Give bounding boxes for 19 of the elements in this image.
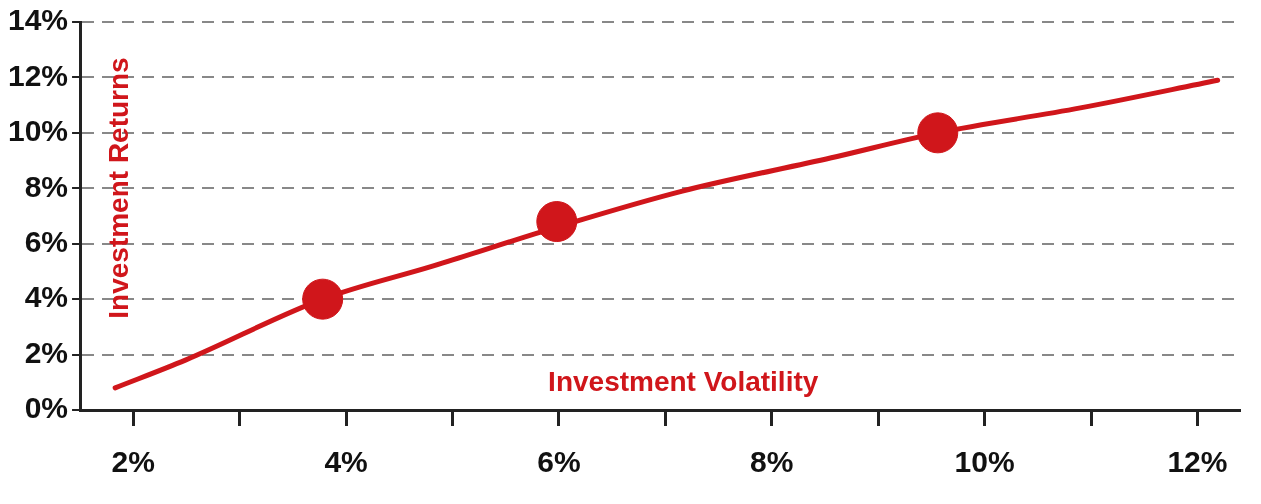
y-tick-label: 4%	[24, 280, 69, 314]
x-tick-label: 10%	[954, 445, 1015, 479]
y-axis-title: Investment Returns	[102, 57, 134, 319]
x-tick-label: 6%	[537, 445, 581, 479]
x-tick-label: 2%	[111, 445, 155, 479]
y-tick-label: 10%	[8, 114, 69, 148]
point	[302, 278, 344, 320]
x-axis-title: Investment Volatility	[548, 365, 819, 397]
y-tick-label: 14%	[8, 3, 69, 37]
y-tick-label: 0%	[24, 391, 69, 425]
x-tick-label: 12%	[1167, 445, 1228, 479]
point	[917, 112, 959, 154]
y-tick-label: 12%	[8, 58, 69, 92]
x-tick-label: 8%	[750, 445, 794, 479]
y-tick-label: 8%	[24, 169, 69, 203]
x-tick-label: 4%	[324, 445, 368, 479]
point	[536, 201, 578, 243]
y-tick-label: 2%	[24, 335, 69, 369]
y-tick-label: 6%	[24, 224, 69, 258]
